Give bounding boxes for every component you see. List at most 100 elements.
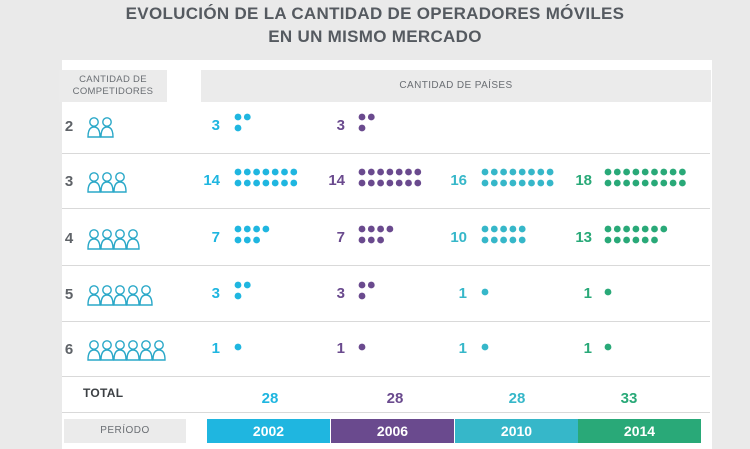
country-count-2002: 14 — [203, 172, 220, 189]
table-row-competitors-3: 3 — [62, 153, 712, 208]
country-count-2006: 14 — [328, 172, 345, 189]
country-dots-2006 — [358, 113, 375, 132]
country-dot — [271, 168, 279, 176]
header-competitors-line-2: COMPETIDORES — [72, 86, 154, 97]
row-divider — [62, 321, 710, 322]
country-dot — [641, 179, 649, 187]
header-divider — [201, 97, 710, 98]
country-dot — [234, 124, 242, 132]
country-dot — [367, 113, 375, 121]
country-dot — [243, 179, 251, 187]
country-dot — [660, 168, 668, 176]
country-dot — [537, 179, 545, 187]
country-dot — [262, 179, 270, 187]
country-dot — [623, 225, 630, 233]
country-dot — [253, 236, 260, 244]
country-dot — [604, 343, 612, 351]
country-dot — [613, 168, 621, 176]
country-dot — [604, 179, 612, 187]
total-label: TOTAL — [83, 386, 124, 400]
country-dot — [386, 179, 394, 187]
row-divider — [62, 208, 710, 209]
country-dot — [481, 225, 489, 233]
country-dot — [414, 168, 422, 176]
country-dot — [358, 236, 366, 244]
country-dot — [386, 225, 394, 233]
table-row-competitors-6: 6 — [62, 321, 712, 376]
country-dot — [632, 225, 640, 233]
total-2014: 33 — [620, 390, 638, 407]
country-dot — [234, 225, 242, 233]
country-dot — [528, 179, 535, 187]
country-dot — [234, 292, 242, 300]
country-dots-2002 — [234, 281, 251, 300]
country-dot — [358, 168, 366, 176]
country-dot — [481, 288, 489, 296]
country-count-2006: 3 — [336, 117, 345, 134]
country-count-2014: 1 — [583, 340, 592, 357]
country-count-2002: 3 — [211, 285, 220, 302]
country-dot — [613, 236, 621, 244]
country-dot — [271, 179, 279, 187]
period-2010: 2010 — [455, 419, 578, 443]
country-count-2014: 1 — [583, 285, 592, 302]
totals-divider — [62, 412, 710, 413]
total-2006: 28 — [386, 390, 404, 407]
header-competitors: CANTIDAD DE COMPETIDORES — [59, 70, 167, 102]
country-dot — [613, 225, 621, 233]
competitor-count: 5 — [64, 286, 74, 303]
country-dot — [243, 236, 251, 244]
country-dot — [500, 179, 507, 187]
country-dot — [377, 225, 384, 233]
period-label: PERÍODO — [64, 419, 186, 443]
country-dot — [243, 168, 251, 176]
country-dot — [490, 168, 498, 176]
country-dots-2010 — [481, 225, 526, 244]
country-dot — [377, 168, 384, 176]
country-dot — [253, 168, 260, 176]
country-dot — [518, 179, 526, 187]
country-dot — [518, 168, 526, 176]
country-dots-2006 — [358, 168, 422, 187]
country-dot — [623, 168, 630, 176]
country-dots-2014 — [604, 225, 668, 244]
country-dot — [632, 179, 640, 187]
country-dot — [253, 179, 260, 187]
country-dot — [358, 113, 366, 121]
country-dot — [679, 179, 686, 187]
country-dots-2010 — [481, 168, 554, 187]
country-dot — [546, 179, 554, 187]
country-dot — [500, 168, 507, 176]
country-dot — [481, 168, 489, 176]
table-row-competitors-4: 4 — [62, 210, 712, 265]
header-countries: CANTIDAD DE PAÍSES — [201, 70, 711, 102]
country-dot — [537, 168, 545, 176]
title-line-2: EN UN MISMO MERCADO — [268, 27, 482, 46]
country-count-2006: 1 — [336, 340, 345, 357]
total-2002: 28 — [261, 390, 279, 407]
country-dot — [395, 179, 403, 187]
country-dot — [358, 343, 366, 351]
country-dot — [243, 113, 251, 121]
country-dot — [262, 225, 270, 233]
country-dots-2006 — [358, 225, 394, 244]
country-dot — [234, 236, 242, 244]
country-dot — [518, 225, 526, 233]
country-dots-2014 — [604, 343, 612, 351]
country-dot — [632, 168, 640, 176]
country-dot — [604, 168, 612, 176]
country-dot — [405, 179, 412, 187]
chart-title: EVOLUCIÓN DE LA CANTIDAD DE OPERADORES M… — [0, 2, 750, 48]
country-dot — [358, 281, 366, 289]
country-dot — [243, 225, 251, 233]
country-count-2014: 13 — [575, 229, 592, 246]
country-dot — [604, 288, 612, 296]
country-count-2002: 7 — [211, 229, 220, 246]
table-row-competitors-2: 2 — [62, 98, 712, 153]
title-line-1: EVOLUCIÓN DE LA CANTIDAD DE OPERADORES M… — [125, 4, 625, 23]
country-dot — [367, 236, 375, 244]
period-2014: 2014 — [578, 419, 701, 443]
country-dot — [395, 168, 403, 176]
country-dot — [481, 179, 489, 187]
country-count-2010: 16 — [450, 172, 467, 189]
